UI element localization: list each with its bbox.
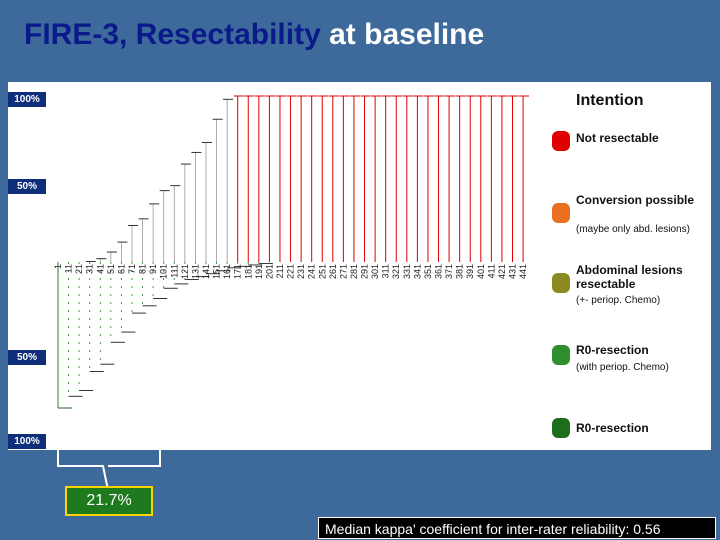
x-tick-label: 331: [402, 264, 412, 279]
legend-title: Intention: [576, 92, 644, 109]
x-tick-label: 91: [148, 264, 158, 274]
x-tick-label: 341: [412, 264, 422, 279]
legend-label: R0-resection: [576, 421, 649, 435]
x-tick-label: 281: [349, 264, 359, 279]
title-main: FIRE-3, Resectability: [24, 18, 321, 51]
x-tick-label: 291: [360, 264, 370, 279]
legend-label: Abdominal lesions resectable: [576, 263, 683, 291]
resection-rate-callout: 21.7%: [65, 486, 153, 516]
x-tick-label: 191: [254, 264, 264, 279]
chart-panel: [8, 82, 711, 450]
axis-label-bottom-100: 100%: [8, 434, 46, 449]
x-tick-label: 71: [127, 264, 137, 274]
legend-label: Conversion possible: [576, 193, 695, 207]
x-tick-label: 231: [296, 264, 306, 279]
x-tick-label: 151: [212, 264, 222, 279]
x-tick-label: 361: [434, 264, 444, 279]
x-tick-label: 311: [381, 264, 391, 278]
x-tick-label: 441: [518, 264, 528, 279]
x-tick-label: 121: [180, 264, 190, 279]
x-tick-label: 101: [159, 264, 169, 279]
x-tick-label: 41: [95, 264, 105, 274]
x-tick-label: 421: [497, 264, 507, 279]
dark-green-dot-icon: [552, 418, 570, 438]
legend-label: Not resectable: [576, 131, 659, 145]
x-tick-label: 261: [328, 264, 338, 279]
x-tick-label: 31: [85, 264, 95, 274]
callout-bracket: [57, 450, 161, 491]
orange-dot-icon: [552, 203, 570, 223]
x-tick-label: 161: [222, 264, 232, 279]
x-tick-label: 381: [455, 264, 465, 279]
x-tick-label: 401: [476, 264, 486, 279]
axis-label-top-100: 100%: [8, 92, 46, 107]
axis-label-top-50: 50%: [8, 179, 46, 194]
x-tick-label: 1: [53, 264, 63, 269]
x-tick-label: 51: [106, 264, 116, 274]
x-tick-label: 181: [243, 264, 253, 279]
legend-sublabel: (+- periop. Chemo): [576, 295, 661, 306]
x-tick-label: 321: [391, 264, 401, 279]
x-tick-label: 241: [307, 264, 317, 279]
x-tick-label: 411: [486, 264, 496, 278]
x-tick-label: 391: [465, 264, 475, 279]
green-dot-icon: [552, 345, 570, 365]
axis-label-bottom-50: 50%: [8, 350, 46, 365]
x-tick-label: 301: [370, 264, 380, 279]
x-tick-label: 221: [286, 264, 296, 279]
x-tick-label: 201: [264, 264, 274, 279]
title-suffix: at baseline: [329, 18, 485, 51]
x-tick-label: 351: [423, 264, 433, 279]
x-tick-label: 21: [74, 264, 84, 274]
x-tick-label: 171: [233, 264, 243, 279]
legend-sublabel: (with periop. Chemo): [576, 362, 669, 373]
x-tick-label: 251: [317, 264, 327, 279]
x-tick-label: 61: [116, 264, 126, 274]
x-tick-label: 431: [508, 264, 518, 279]
x-tick-label: 11: [64, 264, 74, 273]
x-tick-label: 81: [138, 264, 148, 274]
page-title: FIRE-3, Resectability at baseline: [24, 18, 484, 52]
x-tick-label: 141: [201, 264, 211, 279]
x-tick-label: 111: [169, 264, 179, 278]
x-tick-label: 131: [190, 264, 200, 279]
legend-label: R0-resection: [576, 343, 649, 357]
olive-dot-icon: [552, 273, 570, 293]
legend-sublabel: (maybe only abd. lesions): [576, 224, 690, 235]
x-tick-label: 371: [444, 264, 454, 279]
red-dot-icon: [552, 131, 570, 151]
kappa-footnote: Median kappa' coefficient for inter-rate…: [318, 517, 716, 539]
x-tick-label: 271: [338, 264, 348, 279]
x-tick-label: 211: [275, 264, 285, 278]
